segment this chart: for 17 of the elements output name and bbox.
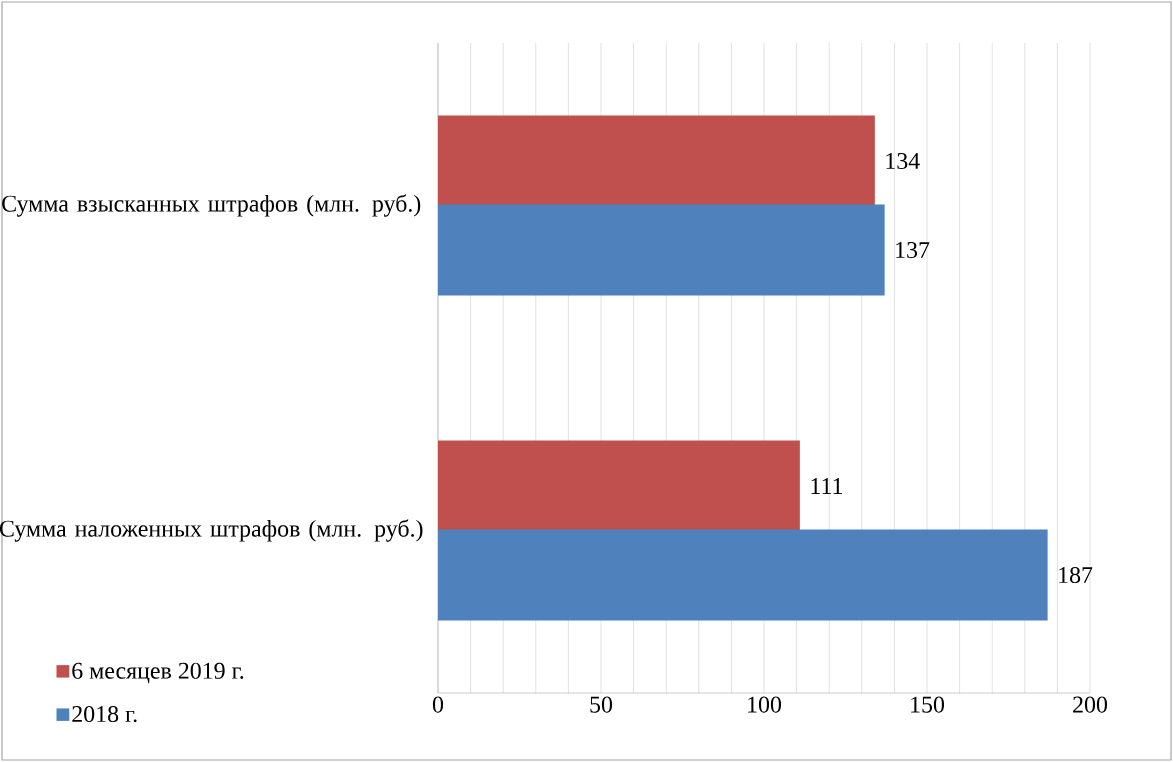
data-label: 137 [896,241,930,259]
bar [438,115,875,207]
y-tick-label: Сумма наложенных штрафов (млн. руб.) [0,519,423,542]
data-label: 187 [1059,566,1093,584]
x-tick-label: 50 [590,696,613,713]
x-tick-label: 150 [911,696,945,713]
bar [438,440,800,532]
bar [438,529,1048,621]
data-label: 134 [886,152,920,170]
x-tick-label: 100 [748,696,782,713]
bar [438,204,885,296]
legend-label: 2018 г. [72,705,137,723]
legend-label: 6 месяцев 2019 г. [72,662,244,684]
x-tick-label: 200 [1073,696,1108,713]
x-tick-label: 0 [432,696,444,713]
y-tick-label: Сумма взысканных штрафов (млн. руб.) [2,194,421,217]
data-label: 111 [811,478,843,494]
